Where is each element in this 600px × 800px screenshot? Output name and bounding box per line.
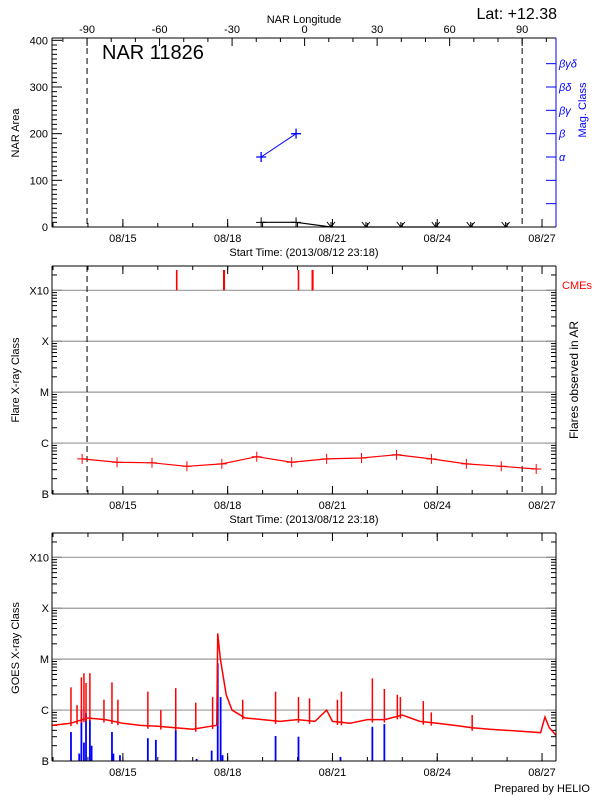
x-axis-label-top: Start Time: (2013/08/12 23:18) — [229, 247, 378, 259]
flare-point — [112, 457, 123, 468]
y-tick-label: M — [40, 387, 49, 399]
area-point — [291, 217, 302, 228]
y-tick-label: C — [41, 438, 49, 450]
flare-point — [531, 463, 542, 474]
x-tick-label: 08/15 — [109, 233, 137, 245]
x-tick-label: 08/18 — [214, 767, 242, 779]
flare-point — [356, 452, 367, 463]
latitude-label: Lat: +12.38 — [476, 6, 557, 23]
x-tick-label: 08/15 — [109, 500, 137, 512]
nar-area-panel: 0 100 200 300 400 -90 -60 -30 0 30 60 90 08/15 08/18 0… — [30, 24, 578, 245]
flare-point — [426, 453, 437, 464]
flare-point — [461, 458, 472, 469]
flare-point — [146, 457, 157, 468]
y-tick-label: 200 — [30, 129, 48, 141]
y-tick-label: C — [41, 705, 49, 717]
flare-point — [216, 458, 227, 469]
y-tick-label: 0 — [42, 222, 48, 234]
mag-class-point — [256, 152, 267, 162]
x-tick-label: 08/21 — [319, 767, 347, 779]
flare-point — [496, 461, 507, 472]
y-tick-label: B — [42, 489, 49, 501]
x-tick-label: 08/27 — [528, 500, 556, 512]
x-tick-label: 08/21 — [319, 233, 347, 245]
y-tick-label: X10 — [29, 552, 49, 564]
y-tick-label: 400 — [30, 35, 48, 47]
x-tick-label: 08/21 — [319, 500, 347, 512]
flare-point — [181, 461, 192, 472]
flare-class-panel: B C M X X10 08/15 08/18 08/21 08/24 08/27 — [29, 265, 557, 512]
x-tick-label: 08/27 — [528, 233, 556, 245]
x-tick-label: 08/18 — [214, 500, 242, 512]
y-tick-label: 300 — [30, 82, 48, 94]
longitude-tick-label: -30 — [224, 24, 240, 36]
mag-class-tick-label: βγ — [558, 105, 572, 117]
y-axis-label-goes: GOES X-ray Class — [10, 602, 22, 694]
region-title: NAR 11826 — [102, 42, 204, 64]
goes-long-line — [51, 633, 557, 736]
flare-point — [251, 451, 262, 462]
y-tick-label: X — [42, 336, 50, 348]
flare-point — [286, 457, 297, 468]
x-tick-label: 08/24 — [423, 500, 451, 512]
y-tick-label: X — [42, 603, 50, 615]
top-axis-title: NAR Longitude — [267, 14, 342, 26]
x-tick-label: 08/24 — [423, 233, 451, 245]
mag-class-tick-label: βδ — [558, 82, 572, 94]
mag-class-tick-label: βγδ — [558, 59, 578, 71]
mag-class-tick-label: α — [559, 152, 566, 164]
mag-class-line — [260, 133, 297, 158]
longitude-tick-label: 0 — [302, 24, 308, 36]
x-tick-label: 08/18 — [214, 233, 242, 245]
longitude-tick-label: 90 — [516, 24, 528, 36]
footer-credit: Prepared by HELIO — [494, 783, 590, 795]
y-axis-label-flare: Flare X-ray Class — [10, 337, 22, 422]
y2-axis-label-mag-class: Mag. Class — [577, 82, 589, 138]
flare-point — [321, 453, 332, 464]
y-tick-label: X10 — [29, 285, 49, 297]
x-tick-label: 08/24 — [423, 767, 451, 779]
longitude-tick-label: 30 — [371, 24, 383, 36]
mag-class-tick-label: β — [558, 129, 566, 141]
flare-series-line — [82, 454, 537, 470]
longitude-tick-label: -90 — [79, 24, 95, 36]
x-axis-label-middle: Start Time: (2013/08/12 23:18) — [229, 514, 378, 526]
flare-point — [391, 449, 402, 460]
flare-point — [77, 453, 88, 464]
y2-axis-label-flares-observed: Flares observed in AR — [567, 321, 581, 439]
mag-class-point — [291, 128, 302, 139]
y-tick-label: M — [40, 654, 49, 666]
y-tick-label: 100 — [30, 175, 48, 187]
area-point — [256, 217, 267, 228]
longitude-tick-label: -60 — [152, 24, 168, 36]
x-tick-label: 08/27 — [528, 767, 556, 779]
longitude-tick-label: 60 — [444, 24, 456, 36]
goes-xray-panel: B C M X X10 08/15 08/18 08/21 08/24 08/27 — [29, 532, 557, 779]
y-tick-label: B — [42, 756, 49, 768]
x-tick-label: 08/15 — [109, 767, 137, 779]
cmes-label: CMEs — [562, 280, 592, 292]
y-axis-label-area: NAR Area — [10, 108, 22, 158]
